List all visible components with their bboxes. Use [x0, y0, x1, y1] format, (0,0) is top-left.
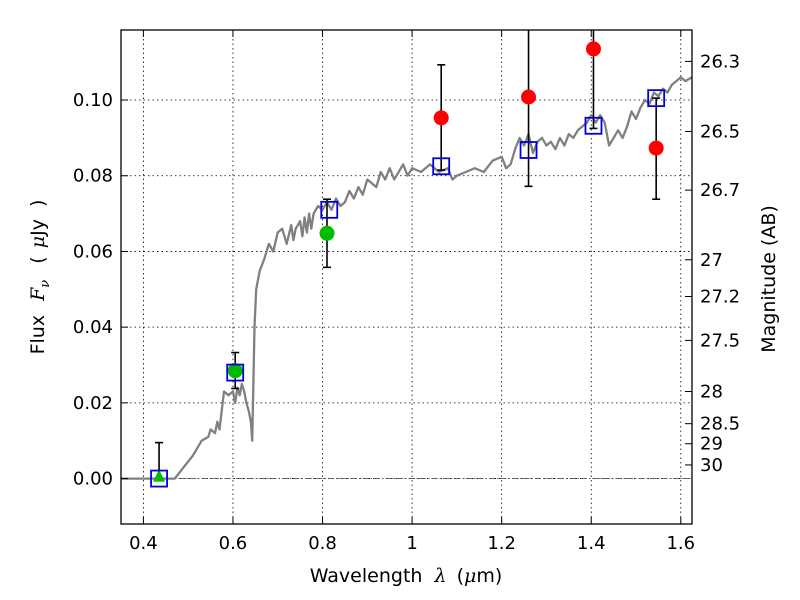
- data-point-triangle: [153, 469, 166, 482]
- y-axis-label-open: (: [27, 256, 49, 263]
- magnitude-tick-label: 27.2: [700, 286, 740, 307]
- data-point-circle: [521, 89, 537, 105]
- model-photometry-square: [519, 141, 538, 159]
- x-tick-label: 1.4: [577, 533, 606, 554]
- magnitude-tick-label: 29: [700, 434, 723, 455]
- x-tick-label: 1.2: [487, 533, 516, 554]
- y-tick-label: 0.02: [73, 393, 113, 414]
- magnitude-tick-label: 26.5: [700, 121, 740, 142]
- y-tick-label: 0.10: [73, 90, 113, 111]
- y-axis-label-symbol: F: [27, 287, 49, 302]
- model-photometry-square: [647, 89, 666, 108]
- magnitude-tick-label: 26.3: [700, 51, 740, 72]
- plot-frame: [120, 29, 693, 525]
- y-axis-label-close: ): [27, 200, 49, 207]
- magnitude-tick-label: 26.7: [700, 180, 740, 201]
- model-photometry-square: [432, 157, 451, 176]
- y-axis-label: Flux Fν ( μJy ): [27, 200, 54, 355]
- x-axis-label-mu: μ: [464, 565, 476, 587]
- y-tick-label: 0.08: [73, 166, 113, 187]
- y-tick-label: 0.06: [73, 241, 113, 262]
- x-axis-label-unit: m): [476, 565, 502, 587]
- x-axis-label-symbol: λ: [433, 565, 446, 587]
- data-point-circle: [585, 41, 601, 57]
- magnitude-tick-label: 27.5: [700, 330, 740, 351]
- data-markers: [150, 41, 666, 488]
- x-tick-label: 0.8: [308, 533, 337, 554]
- y-tick-label: 0.04: [73, 317, 113, 338]
- y-axis-ticks: 0.00 0.02 0.04 0.06 0.08 0.10: [73, 90, 128, 490]
- y-axis-label-unit: Jy: [27, 219, 49, 237]
- x-axis-label: Wavelength λ (μm): [310, 565, 503, 587]
- data-point-circle: [433, 110, 449, 126]
- model-spectrum-line: [121, 76, 693, 480]
- y-axis-label-subscript: ν: [38, 280, 53, 288]
- magnitude-tick-label: 27: [700, 250, 723, 271]
- data-point-circle: [648, 140, 664, 156]
- model-photometry-square: [584, 116, 603, 135]
- grid-lines: [121, 30, 692, 524]
- model-photometry-square: [320, 200, 339, 219]
- x-tick-label: 0.4: [129, 533, 158, 554]
- data-point-circle: [227, 363, 243, 379]
- x-tick-label: 1: [406, 533, 417, 554]
- y-axis-label-prefix: Flux: [27, 315, 49, 355]
- x-tick-label: 0.6: [219, 533, 248, 554]
- magnitude-tick-label: 30: [700, 455, 723, 476]
- x-axis-label-prefix: Wavelength: [310, 565, 423, 587]
- x-axis-ticks: 0.4 0.6 0.8 1 1.2 1.4 1.6: [129, 30, 695, 554]
- error-bars: [155, 30, 661, 480]
- x-axis-label-open: (: [457, 565, 464, 587]
- data-point-circle: [319, 225, 335, 241]
- model-photometry-square: [150, 469, 168, 488]
- y-tick-label: 0.00: [73, 469, 113, 490]
- magnitude-tick-label: 28.5: [700, 414, 740, 435]
- magnitude-axis-label: Magnitude (AB): [758, 205, 780, 353]
- x-tick-label: 1.6: [666, 533, 695, 554]
- y-axis-label-mu: μ: [27, 236, 49, 248]
- model-photometry-square: [226, 363, 245, 382]
- magnitude-tick-label: 28: [700, 382, 723, 403]
